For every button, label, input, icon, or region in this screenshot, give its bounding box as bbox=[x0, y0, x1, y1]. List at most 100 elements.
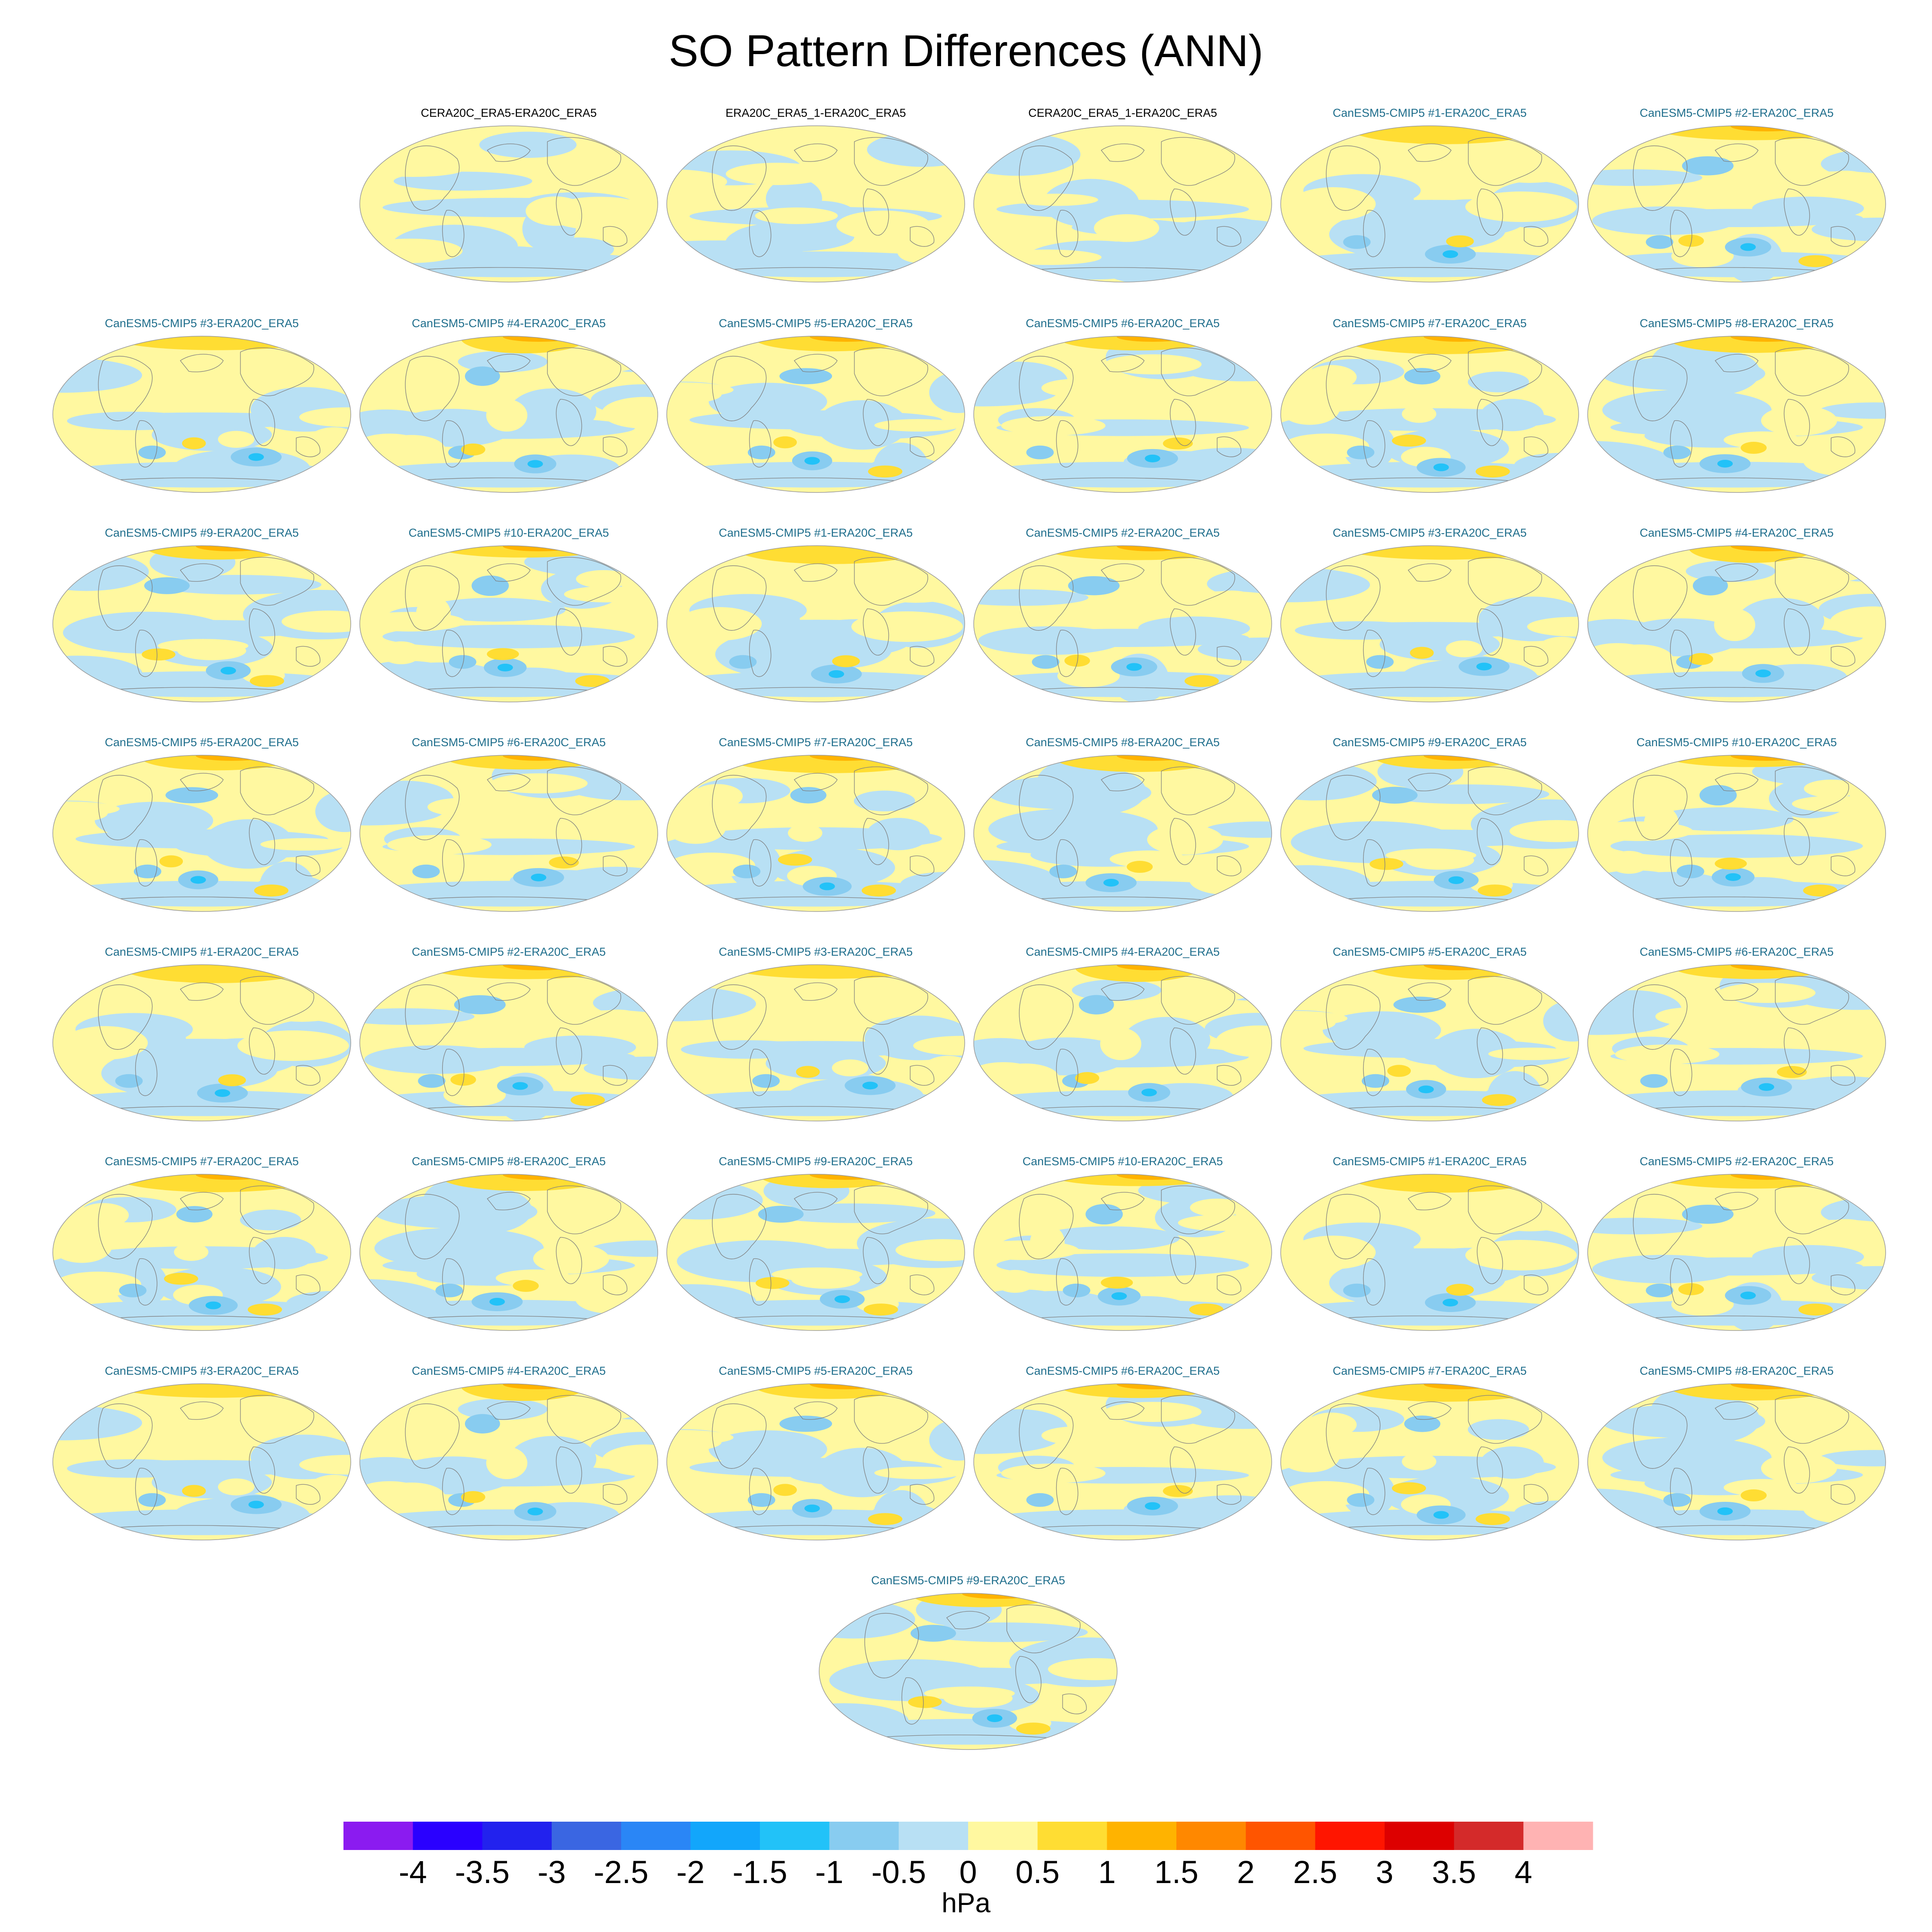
coastline bbox=[712, 145, 767, 211]
map-panel bbox=[359, 125, 658, 283]
southern-high bbox=[1714, 857, 1747, 870]
map-border bbox=[973, 125, 1272, 283]
coastline bbox=[487, 143, 531, 162]
southern-low bbox=[1646, 1283, 1674, 1297]
panel-title: CanESM5-CMIP5 #3-ERA20C_ERA5 bbox=[719, 945, 913, 958]
positive-region bbox=[427, 798, 497, 816]
positive-region bbox=[840, 1410, 893, 1436]
coastline bbox=[1363, 420, 1385, 468]
colorbar-tick-label: 1.5 bbox=[1154, 1854, 1199, 1890]
map-panel bbox=[359, 1383, 658, 1540]
arctic-high bbox=[1349, 126, 1541, 144]
positive-region bbox=[1660, 189, 1751, 206]
map-border bbox=[1280, 1383, 1579, 1540]
southern-high bbox=[461, 443, 486, 456]
coastline bbox=[1783, 188, 1810, 236]
southern-high bbox=[1475, 1513, 1510, 1525]
coastline bbox=[1775, 766, 1849, 815]
coastline bbox=[487, 354, 531, 372]
coastline bbox=[1633, 984, 1688, 1050]
negative-region bbox=[731, 222, 854, 252]
southern-high bbox=[159, 855, 183, 868]
coastline bbox=[712, 565, 767, 631]
coastline bbox=[1468, 347, 1542, 396]
southern-low bbox=[1663, 1493, 1691, 1507]
map-panel bbox=[1280, 125, 1579, 283]
coastline bbox=[240, 1185, 314, 1234]
positive-region bbox=[1306, 365, 1357, 389]
positive-region bbox=[237, 1030, 349, 1061]
southern-low-core bbox=[1755, 669, 1771, 677]
positive-region bbox=[1329, 651, 1372, 668]
coastline bbox=[1476, 1237, 1503, 1284]
coastline bbox=[98, 1194, 153, 1259]
positive-region bbox=[795, 983, 843, 1006]
positive-region bbox=[1405, 851, 1474, 870]
map-panel bbox=[666, 964, 965, 1121]
negative-band bbox=[974, 671, 1272, 697]
panel-title: CanESM5-CMIP5 #5-ERA20C_ERA5 bbox=[719, 317, 913, 330]
southern-high bbox=[1777, 1066, 1807, 1078]
map-panel bbox=[1280, 336, 1579, 493]
southern-high bbox=[1370, 858, 1403, 870]
negative-band bbox=[996, 629, 1249, 647]
positive-region bbox=[432, 1028, 523, 1045]
southern-low bbox=[1646, 235, 1674, 249]
negative-band bbox=[667, 1300, 965, 1326]
coastline bbox=[1217, 1065, 1242, 1086]
positive-region bbox=[457, 811, 565, 829]
coastline bbox=[556, 1027, 582, 1075]
positive-region bbox=[1723, 431, 1801, 449]
positive-region bbox=[1173, 591, 1272, 608]
negative-region bbox=[360, 976, 403, 992]
negative-band bbox=[690, 1249, 942, 1267]
positive-region bbox=[495, 1269, 573, 1287]
coastline bbox=[1161, 766, 1235, 815]
southern-high bbox=[861, 884, 896, 897]
southern-high bbox=[549, 856, 579, 869]
coastline bbox=[1476, 1027, 1503, 1075]
coastline bbox=[1101, 354, 1145, 372]
coastline bbox=[1524, 1274, 1549, 1295]
southern-high bbox=[1678, 1283, 1704, 1295]
map-field bbox=[1281, 1174, 1579, 1331]
southern-high bbox=[1803, 884, 1838, 897]
positive-region bbox=[564, 586, 650, 603]
southern-low-core bbox=[804, 457, 820, 465]
coastline bbox=[1170, 1027, 1196, 1075]
coastline bbox=[863, 608, 889, 656]
coastline bbox=[98, 984, 153, 1050]
coastline bbox=[1408, 982, 1452, 1001]
positive-region bbox=[874, 1467, 963, 1479]
coastline bbox=[1056, 1048, 1078, 1096]
positive-region bbox=[1041, 379, 1111, 397]
coastline bbox=[901, 1677, 924, 1725]
coastline bbox=[296, 1484, 321, 1505]
southern-high bbox=[832, 655, 860, 668]
colorbar-tick-label: -1 bbox=[815, 1854, 844, 1890]
southern-low-core bbox=[1141, 1088, 1157, 1097]
coastline bbox=[180, 1401, 224, 1420]
chart-title: SO Pattern Differences (ANN) bbox=[668, 26, 1264, 76]
coastline bbox=[1217, 226, 1242, 247]
coastline bbox=[910, 436, 935, 457]
positive-region bbox=[1325, 808, 1391, 821]
positive-region bbox=[851, 611, 963, 642]
positive-region bbox=[1104, 1402, 1202, 1422]
coastline bbox=[556, 608, 582, 656]
southern-low bbox=[435, 1283, 463, 1297]
coastline bbox=[1670, 1048, 1692, 1096]
pressure-low bbox=[1404, 1415, 1440, 1432]
southern-high bbox=[218, 1074, 246, 1087]
coastline bbox=[1363, 210, 1385, 257]
map-border bbox=[973, 336, 1272, 493]
map-field bbox=[1281, 546, 1579, 702]
map-border bbox=[666, 1174, 965, 1331]
southern-low-core bbox=[248, 1501, 264, 1509]
positive-region bbox=[1458, 1193, 1546, 1214]
map-field bbox=[360, 126, 658, 282]
map-panel bbox=[359, 964, 658, 1121]
positive-region bbox=[1071, 1440, 1179, 1458]
panel-title: CanESM5-CMIP5 #10-ERA20C_ERA5 bbox=[1022, 1155, 1223, 1168]
